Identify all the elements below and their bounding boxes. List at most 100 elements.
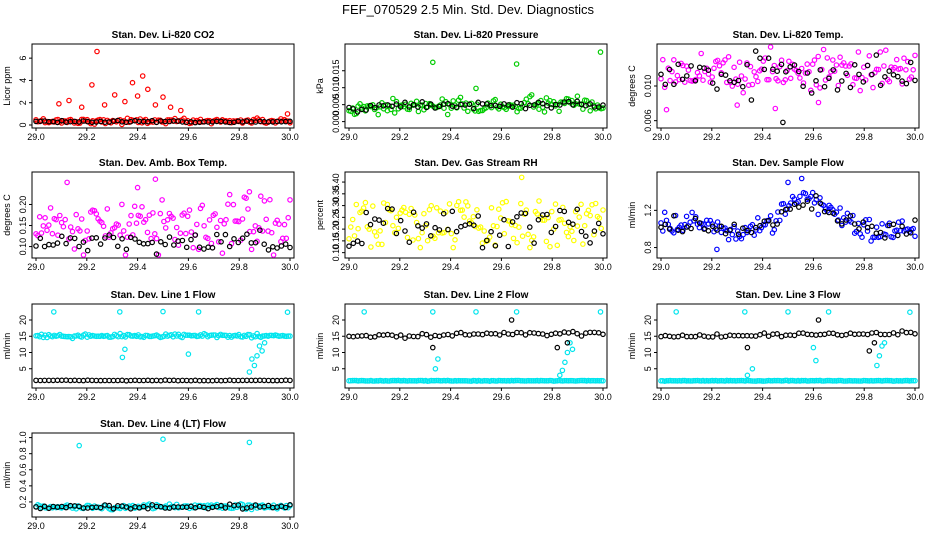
data-point [458, 329, 464, 336]
data-point [283, 235, 290, 242]
data-point [274, 245, 280, 251]
y-tick-label: 0 [18, 122, 28, 127]
data-point [254, 352, 260, 359]
data-point [739, 83, 746, 90]
data-point [459, 377, 466, 384]
data-point [901, 55, 907, 62]
data-point [765, 55, 772, 62]
series-black [346, 98, 606, 115]
data-point [709, 334, 716, 340]
data-point [518, 329, 525, 336]
data-point [564, 349, 571, 356]
data-point [600, 102, 606, 108]
data-point [244, 231, 250, 238]
data-point [837, 54, 843, 61]
y-tick-label: 10 [643, 347, 653, 357]
series-black [346, 317, 606, 351]
data-point [580, 241, 586, 247]
data-point [45, 222, 52, 228]
data-point [820, 46, 827, 53]
data-point [408, 377, 414, 384]
data-point [440, 210, 447, 217]
data-point [488, 205, 495, 211]
data-point [521, 378, 528, 384]
data-point [815, 317, 822, 323]
data-point [397, 332, 404, 338]
x-tick-label: 29.8 [855, 132, 873, 142]
x-tick-label: 30.0 [281, 262, 299, 272]
data-point [523, 96, 530, 103]
data-point [473, 309, 479, 315]
data-point [815, 211, 822, 218]
data-point [80, 252, 87, 258]
x-tick-label: 29.2 [703, 262, 721, 272]
data-point [680, 377, 686, 384]
data-point [218, 502, 224, 509]
data-point [205, 235, 211, 242]
data-point [791, 62, 798, 68]
data-point [869, 223, 875, 230]
chart-panel-gas-stream-rh: Stan. Dev. Gas Stream RH percent 29.0 29.2 2… [315, 158, 612, 272]
y-tick-label: 0.20 [18, 196, 28, 214]
data-point [773, 218, 779, 224]
data-point [874, 362, 880, 369]
data-point [257, 227, 263, 234]
data-point [282, 504, 289, 511]
data-point [190, 244, 197, 251]
data-point [877, 49, 884, 55]
data-point [160, 308, 166, 315]
data-point [725, 53, 732, 60]
figure-title: FEF_070529 2.5 Min. Std. Dev. Diagnostic… [342, 2, 594, 17]
data-point [527, 244, 533, 251]
data-point [152, 231, 158, 237]
data-point [496, 232, 503, 239]
data-point [864, 62, 871, 69]
data-point [886, 377, 893, 384]
x-tick-label: 29.2 [78, 521, 96, 531]
data-point [287, 118, 293, 125]
data-point [119, 236, 125, 242]
data-point [882, 74, 888, 80]
data-point [912, 233, 918, 240]
data-point [731, 223, 737, 230]
plot-frame [656, 171, 920, 259]
data-point [762, 55, 769, 61]
data-point [139, 204, 145, 210]
x-tick-label: 30.0 [906, 262, 924, 272]
data-point [494, 223, 500, 230]
data-point [882, 47, 889, 54]
x-tick-label: 29.4 [129, 262, 147, 272]
data-point [153, 235, 160, 242]
x-tick-label: 29.0 [27, 521, 45, 531]
data-point [490, 223, 497, 229]
data-point [287, 244, 293, 251]
data-point [859, 234, 865, 241]
data-point [248, 504, 255, 510]
data-point [89, 82, 95, 88]
data-point [406, 211, 413, 218]
data-point [578, 201, 584, 208]
data-point [166, 234, 173, 240]
data-point [838, 221, 845, 227]
y-tick-label: 0.30 [331, 197, 341, 215]
data-point [910, 377, 917, 384]
data-point [510, 235, 517, 242]
data-point [873, 52, 880, 58]
y-tick-label: 15 [331, 331, 341, 341]
data-point [671, 213, 677, 219]
data-point [907, 309, 913, 316]
data-point [811, 57, 818, 63]
data-point [787, 377, 794, 384]
data-point [115, 222, 122, 228]
data-point [436, 227, 443, 233]
data-point [716, 63, 723, 69]
data-point [119, 354, 126, 361]
data-point [461, 105, 467, 111]
data-point [435, 356, 441, 362]
data-point [903, 377, 909, 384]
data-point [164, 217, 171, 223]
y-tick-label: 6 [18, 56, 28, 61]
data-point [436, 103, 443, 110]
data-point [415, 333, 421, 340]
